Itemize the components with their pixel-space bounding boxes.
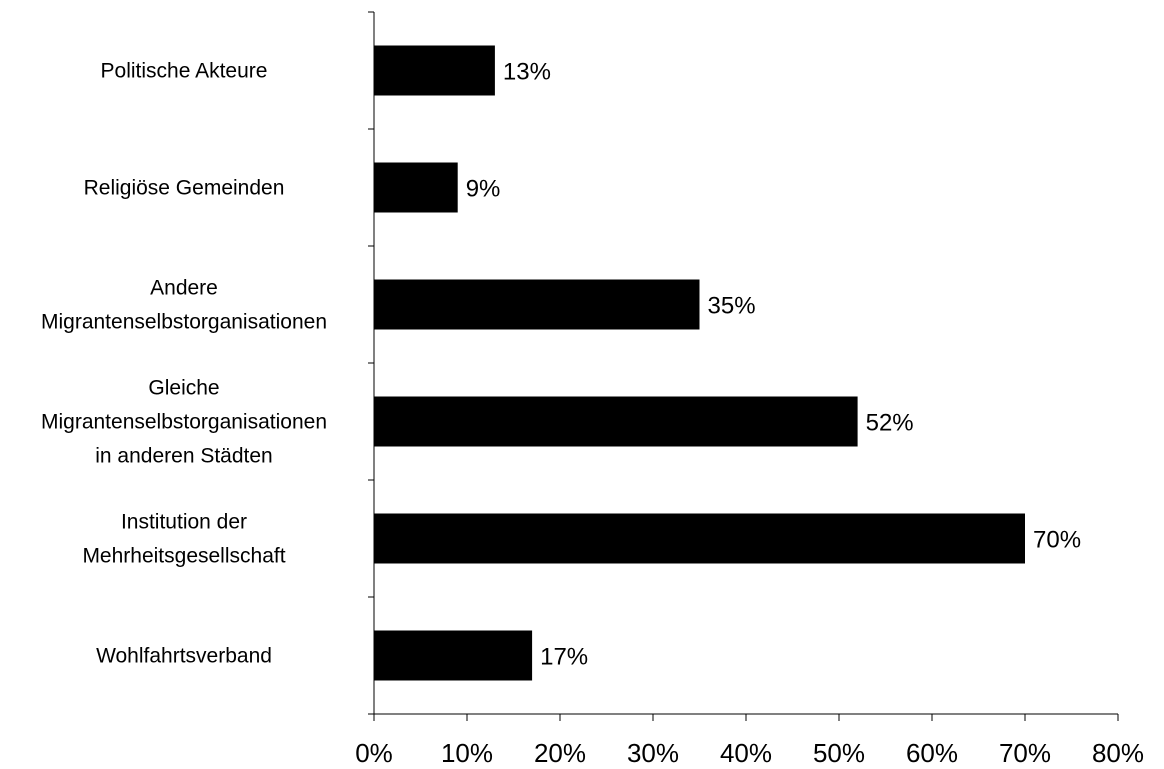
value-label: 9%: [466, 176, 501, 203]
category-label: Politische Akteure: [101, 60, 268, 83]
category-label: in anderen Städten: [95, 445, 272, 468]
category-label: Wohlfahrtsverband: [96, 645, 272, 668]
bar: [374, 513, 1025, 564]
value-label: 13%: [503, 59, 551, 86]
x-tick-label: 60%: [906, 738, 958, 768]
x-tick-label: 10%: [441, 738, 493, 768]
category-label: Andere: [150, 277, 218, 300]
x-tick-label: 40%: [720, 738, 772, 768]
category-label: Migrantenselbstorganisationen: [41, 311, 327, 334]
x-tick-label: 0%: [355, 738, 393, 768]
category-label: Migrantenselbstorganisationen: [41, 411, 327, 434]
x-tick-label: 50%: [813, 738, 865, 768]
bar: [374, 279, 700, 330]
value-label: 17%: [540, 644, 588, 671]
category-label: Gleiche: [148, 377, 219, 400]
bar: [374, 45, 495, 96]
x-tick-label: 30%: [627, 738, 679, 768]
x-tick-label: 20%: [534, 738, 586, 768]
x-tick-label: 70%: [999, 738, 1051, 768]
bar: [374, 162, 458, 213]
category-label: Institution der: [121, 511, 247, 534]
value-label: 35%: [708, 293, 756, 320]
value-label: 52%: [866, 410, 914, 437]
x-tick-label: 80%: [1092, 738, 1144, 768]
category-label: Mehrheitsgesellschaft: [82, 545, 285, 568]
value-label: 70%: [1033, 527, 1081, 554]
category-label: Religiöse Gemeinden: [84, 177, 285, 200]
bar: [374, 630, 533, 681]
bar: [374, 396, 858, 447]
